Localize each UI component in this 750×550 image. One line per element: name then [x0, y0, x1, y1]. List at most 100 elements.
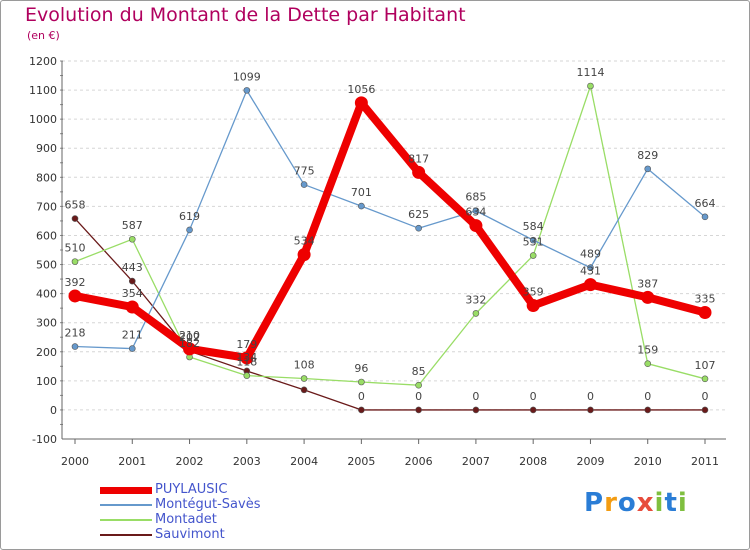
data-label-puylausic: 392	[65, 276, 86, 289]
data-label-sauvimont: 0	[587, 390, 594, 403]
data-label-montadet: 118	[236, 356, 257, 369]
data-point-sauvimont	[128, 277, 136, 285]
y-tick-label: 100	[36, 375, 57, 388]
data-label-mont-gut-sav-s: 701	[351, 186, 372, 199]
data-point-montadet	[415, 381, 422, 389]
x-tick-label: 2004	[290, 455, 318, 468]
data-label-montadet: 531	[523, 236, 544, 249]
data-label-puylausic: 335	[695, 293, 716, 306]
data-point-montadet	[243, 372, 251, 379]
x-tick-label: 2007	[462, 455, 490, 468]
data-label-montadet: 182	[179, 337, 200, 350]
data-label-mont-gut-sav-s: 1099	[233, 70, 261, 83]
y-tick-label: 1000	[29, 113, 57, 126]
x-tick-label: 2005	[347, 455, 375, 468]
data-point-puylausic	[583, 278, 597, 292]
data-label-montadet: 107	[695, 359, 716, 372]
data-point-sauvimont	[587, 406, 594, 414]
data-point-mont-gut-sav-s	[644, 165, 652, 173]
data-label-puylausic: 817	[408, 152, 429, 165]
data-label-sauvimont: 0	[702, 390, 709, 403]
data-point-sauvimont	[71, 215, 79, 222]
data-point-montadet	[701, 375, 709, 383]
data-point-sauvimont	[644, 406, 652, 414]
data-point-sauvimont	[300, 386, 308, 394]
y-tick-label: 800	[36, 171, 57, 184]
legend-swatch	[100, 519, 152, 521]
data-point-puylausic	[526, 299, 540, 313]
data-point-sauvimont	[529, 406, 537, 414]
data-label-sauvimont: 0	[472, 390, 479, 403]
legend-label: Montégut-Savès	[155, 497, 261, 512]
data-label-montadet: 85	[412, 365, 426, 378]
y-tick-label: 600	[36, 229, 57, 242]
data-point-puylausic	[68, 289, 82, 303]
data-point-mont-gut-sav-s	[186, 226, 193, 234]
data-label-puylausic: 179	[236, 338, 257, 351]
y-tick-label: 900	[36, 142, 57, 155]
data-label-puylausic: 210	[179, 329, 200, 342]
x-tick-label: 2010	[634, 455, 662, 468]
data-label-montadet: 108	[294, 359, 315, 372]
data-point-puylausic	[698, 306, 712, 320]
data-point-puylausic	[240, 351, 254, 365]
data-label-puylausic: 1056	[347, 83, 375, 96]
proxiti-logo: Proxiti	[584, 488, 688, 518]
y-tick-label: 200	[36, 346, 57, 359]
legend-swatch	[100, 504, 152, 506]
data-point-montadet	[529, 252, 537, 259]
x-tick-label: 2006	[405, 455, 433, 468]
data-label-mont-gut-sav-s: 584	[523, 220, 544, 233]
data-point-puylausic	[354, 96, 368, 110]
data-point-puylausic	[297, 248, 311, 262]
data-point-mont-gut-sav-s	[415, 224, 422, 232]
data-label-montadet: 96	[354, 362, 368, 375]
data-label-sauvimont: 202	[179, 331, 200, 344]
data-point-montadet	[300, 375, 308, 382]
data-point-mont-gut-sav-s	[701, 213, 709, 221]
data-label-puylausic: 634	[465, 206, 486, 219]
data-label-sauvimont: 0	[415, 390, 422, 403]
chart-subtitle: (en €)	[27, 29, 60, 42]
data-label-puylausic: 534	[294, 235, 315, 248]
data-label-sauvimont: 0	[644, 390, 651, 403]
x-tick-label: 2011	[691, 455, 719, 468]
y-tick-label: 400	[36, 288, 57, 301]
data-point-montadet	[587, 82, 594, 90]
data-point-sauvimont	[472, 406, 480, 414]
legend-label: Montadet	[155, 512, 217, 527]
data-label-mont-gut-sav-s: 489	[580, 248, 601, 261]
legend-swatch	[100, 534, 152, 536]
data-label-sauvimont: 0	[358, 390, 365, 403]
chart-title: Evolution du Montant de la Dette par Hab…	[25, 4, 466, 26]
legend-label: Sauvimont	[155, 527, 225, 542]
data-label-mont-gut-sav-s: 829	[637, 149, 658, 162]
data-label-mont-gut-sav-s: 775	[294, 165, 315, 178]
logo-letter: i	[654, 488, 665, 518]
data-label-montadet: 510	[65, 242, 86, 255]
data-label-sauvimont: 658	[65, 199, 86, 212]
y-tick-label: 1100	[29, 84, 57, 97]
x-tick-label: 2003	[233, 455, 261, 468]
y-tick-label: 1200	[29, 55, 57, 68]
data-label-montadet: 587	[122, 219, 143, 232]
plot-area	[62, 61, 726, 439]
y-tick-label: 0	[50, 404, 57, 417]
data-point-montadet	[644, 360, 652, 367]
data-label-puylausic: 354	[122, 287, 143, 300]
data-point-montadet	[128, 235, 136, 243]
data-point-puylausic	[412, 165, 426, 179]
data-point-sauvimont	[701, 406, 709, 414]
x-tick-label: 2008	[519, 455, 547, 468]
data-label-montadet: 1114	[576, 66, 604, 79]
data-point-mont-gut-sav-s	[587, 264, 594, 272]
x-tick-label: 2001	[118, 455, 146, 468]
data-label-mont-gut-sav-s: 218	[65, 327, 86, 340]
data-point-mont-gut-sav-s	[128, 345, 136, 352]
logo-letter: r	[604, 488, 618, 518]
data-point-mont-gut-sav-s	[300, 181, 308, 188]
legend-swatch	[100, 487, 152, 494]
logo-letter: o	[617, 488, 637, 518]
data-label-sauvimont: 0	[530, 390, 537, 403]
